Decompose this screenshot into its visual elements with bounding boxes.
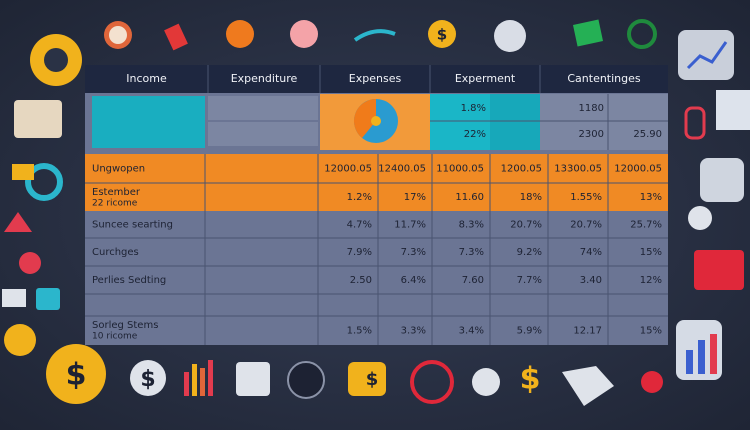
cell-value: 7.9% [347, 247, 372, 258]
cell-value: 7.3% [459, 247, 484, 258]
teal-cell [430, 94, 490, 150]
row-label: Curchges [92, 247, 139, 258]
header-cell: Experment [455, 72, 516, 85]
cell-value: 3.40 [580, 275, 602, 286]
cell-value: 1.55% [570, 192, 602, 203]
pie-decor [371, 116, 381, 126]
cell-value: 15% [640, 247, 662, 258]
pie-decor [353, 98, 376, 138]
cell [540, 94, 668, 150]
cell-value: 7.3% [401, 247, 426, 258]
dollar-icon: $ [140, 367, 155, 392]
dollar-icon: $ [437, 26, 447, 44]
column-lines [204, 65, 609, 345]
cell-value: 8.3% [459, 220, 484, 231]
cell-value: 1.5% [347, 326, 372, 337]
row-label: Ungwopen [92, 164, 145, 175]
header-cell: Expenses [349, 72, 402, 85]
row-label: Perlies Sedting [92, 275, 166, 286]
teal-cell [92, 96, 205, 148]
cell [208, 122, 318, 146]
cell-value: 9.2% [517, 247, 542, 258]
top-cell: 25.90 [633, 129, 662, 140]
cell-value: 12% [640, 275, 662, 286]
cell-value: 12000.05 [324, 164, 372, 175]
cell-value: 12000.05 [614, 164, 662, 175]
cell-value: 74% [580, 247, 602, 258]
dollar-icon: $ [66, 358, 87, 393]
cell-value: 13% [640, 192, 662, 203]
cell [208, 96, 318, 120]
cell-value: 18% [520, 192, 542, 203]
header-cell: Cantentinges [567, 72, 641, 85]
cell-value: 2.50 [350, 275, 372, 286]
header-row [85, 65, 668, 93]
cell-value: 11.60 [455, 192, 484, 203]
decor-icons: $ $ $ $ $ [2, 19, 750, 406]
cell-value: 3.3% [401, 326, 426, 337]
cell-value: 25.7% [630, 220, 662, 231]
cell-value: 17% [404, 192, 426, 203]
cell-value: 1.2% [347, 192, 372, 203]
top-cell: 2300 [579, 129, 604, 140]
cell-value: 4.7% [347, 220, 372, 231]
cell-value: 15% [640, 326, 662, 337]
top-cell: 1180 [579, 103, 604, 114]
cell-value: 20.7% [570, 220, 602, 231]
row-label: Suncee searting [92, 220, 173, 231]
top-cell: 22% [464, 129, 486, 140]
row-label: Estember [92, 187, 141, 198]
cell-value: 11000.05 [436, 164, 484, 175]
header-cell: Income [126, 72, 167, 85]
cell-value: 7.60 [462, 275, 484, 286]
row-sublabel: 10 ricome [92, 332, 138, 342]
cell-value: 5.9% [517, 326, 542, 337]
cell-value: 13300.05 [554, 164, 602, 175]
table-texts: Income Expenditure Expenses Experment Canten… [92, 72, 662, 342]
row-label: Sorleg Stems [92, 320, 158, 331]
cell-value: 3.4% [459, 326, 484, 337]
cell-value: 12400.05 [378, 164, 426, 175]
cell-value: 6.4% [401, 275, 426, 286]
dollar-icon: $ [520, 362, 541, 397]
cell-value: 11.7% [394, 220, 426, 231]
cell-value: 20.7% [510, 220, 542, 231]
top-cell: 1.8% [461, 103, 486, 114]
teal-cell [490, 94, 540, 150]
table [85, 65, 668, 345]
cell-value: 1200.05 [501, 164, 542, 175]
header-cell: Expenditure [231, 72, 298, 85]
row-sublabel: 22 ricome [92, 199, 138, 209]
cell-value: 7.7% [517, 275, 542, 286]
dollar-icon: $ [366, 369, 379, 390]
cell-value: 12.17 [573, 326, 602, 337]
